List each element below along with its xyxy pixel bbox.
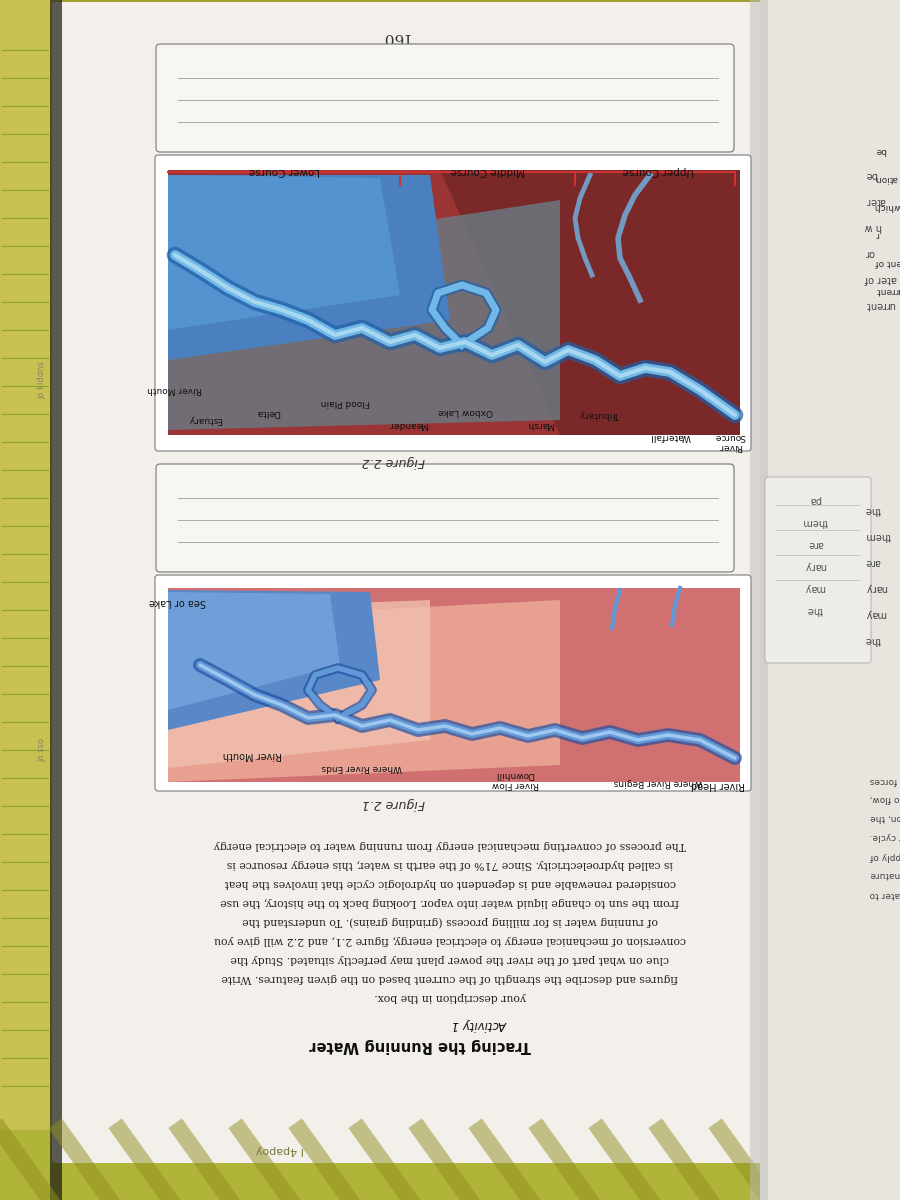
Text: nary: nary <box>865 583 887 593</box>
Text: River Flow
Downhill: River Flow Downhill <box>491 770 538 790</box>
FancyBboxPatch shape <box>52 2 838 1163</box>
Text: Figure 2.2: Figure 2.2 <box>361 455 425 468</box>
Text: the: the <box>807 605 824 614</box>
Text: a supply of: a supply of <box>870 852 900 860</box>
Text: its nature: its nature <box>870 870 900 880</box>
Text: the: the <box>865 505 881 515</box>
Text: r: r <box>875 229 878 239</box>
Text: ater: ater <box>865 196 885 206</box>
Text: your description in the box.: your description in the box. <box>374 992 526 1002</box>
FancyBboxPatch shape <box>155 155 751 451</box>
Text: conversion of mechanical energy to electrical energy, figure 2.1, and 2.2 will g: conversion of mechanical energy to elect… <box>214 935 686 946</box>
Text: The process of converting mechanical energy from running water to electrical ene: The process of converting mechanical ene… <box>214 840 686 850</box>
Text: pa: pa <box>809 494 821 505</box>
Text: Flood Plain: Flood Plain <box>320 398 370 407</box>
Text: may: may <box>805 583 825 593</box>
Polygon shape <box>168 170 740 434</box>
FancyBboxPatch shape <box>156 44 734 152</box>
Text: ater of: ater of <box>865 274 897 284</box>
Text: River
Source: River Source <box>715 432 745 451</box>
Text: Upper Course: Upper Course <box>622 166 694 176</box>
Bar <box>0 0 60 1200</box>
Polygon shape <box>168 588 740 782</box>
FancyBboxPatch shape <box>765 476 871 662</box>
FancyBboxPatch shape <box>156 464 734 572</box>
Text: be: be <box>865 170 878 180</box>
Text: Tributary: Tributary <box>580 410 620 419</box>
Text: nal forces: nal forces <box>870 775 900 785</box>
Text: Tracing the Running Water: Tracing the Running Water <box>309 1038 531 1054</box>
Text: jo kiddns: jo kiddns <box>38 361 47 398</box>
Text: Marsh: Marsh <box>526 420 554 428</box>
Text: I 4papoy: I 4papoy <box>256 1145 304 1154</box>
Text: Middle Course: Middle Course <box>451 166 526 176</box>
Text: the: the <box>865 635 881 646</box>
Bar <box>750 0 768 1200</box>
Text: Delta: Delta <box>256 408 280 416</box>
Text: Where River Ends: Where River Ends <box>322 763 402 772</box>
Text: Sea or Lake: Sea or Lake <box>149 596 206 607</box>
Text: jo sso: jo sso <box>38 738 47 762</box>
Text: are: are <box>865 557 881 566</box>
Text: River Head: River Head <box>691 780 745 790</box>
Text: e water to: e water to <box>870 889 900 899</box>
Text: nary: nary <box>804 560 826 571</box>
Text: itation, the: itation, the <box>870 814 900 822</box>
Text: Meander: Meander <box>388 420 427 428</box>
Polygon shape <box>168 590 380 730</box>
Text: urrent: urrent <box>865 300 895 310</box>
Polygon shape <box>168 175 450 360</box>
Text: Estuary: Estuary <box>188 415 222 424</box>
Text: Figure 2.1: Figure 2.1 <box>361 797 425 810</box>
Polygon shape <box>168 600 560 782</box>
Text: them: them <box>802 517 828 527</box>
Text: Lower Course: Lower Course <box>248 166 320 176</box>
Text: 160: 160 <box>381 30 410 44</box>
Text: ter cycle.: ter cycle. <box>870 833 900 841</box>
Bar <box>50 0 62 1200</box>
Bar <box>760 0 900 1200</box>
Text: is called hydroelectricity. Since 71% of the earth is water, this energy resourc: is called hydroelectricity. Since 71% of… <box>227 859 673 869</box>
Polygon shape <box>440 170 740 434</box>
Text: urrent: urrent <box>875 286 900 294</box>
Text: h which: h which <box>875 202 900 210</box>
Text: considered renewable and is dependent on hydrologic cycle that involves the heat: considered renewable and is dependent on… <box>224 878 676 888</box>
Polygon shape <box>168 592 340 710</box>
Text: them: them <box>865 530 891 541</box>
Polygon shape <box>168 600 430 768</box>
Text: River Mouth: River Mouth <box>222 750 282 760</box>
Text: figures and describe the strength of the current based on the given features. Wr: figures and describe the strength of the… <box>221 973 679 983</box>
Text: Oxbow Lake: Oxbow Lake <box>438 407 493 416</box>
Text: of running water is for milling process (grinding grains). To understand the: of running water is for milling process … <box>242 916 658 926</box>
Text: clue on what part of the river the power plant may perfectly situated. Study the: clue on what part of the river the power… <box>230 954 670 964</box>
Text: h w: h w <box>865 222 882 232</box>
Text: be: be <box>875 145 886 155</box>
Text: ation: ation <box>875 174 898 182</box>
Polygon shape <box>168 200 560 430</box>
Polygon shape <box>168 175 400 330</box>
Text: or: or <box>865 248 875 258</box>
Text: may: may <box>865 608 886 619</box>
Bar <box>0 1130 900 1200</box>
Text: from the sun to change liquid water into vapor. Looking back to the history, the: from the sun to change liquid water into… <box>220 898 680 907</box>
FancyBboxPatch shape <box>155 575 751 791</box>
Text: Waterfall: Waterfall <box>650 432 690 440</box>
Text: are: are <box>807 539 823 550</box>
Text: Where River Begins: Where River Begins <box>614 778 703 787</box>
Text: ty to flow,: ty to flow, <box>870 794 900 804</box>
Text: River Mouth: River Mouth <box>148 385 202 394</box>
Text: Activity 1: Activity 1 <box>452 1018 508 1031</box>
Text: ent of: ent of <box>875 258 900 266</box>
